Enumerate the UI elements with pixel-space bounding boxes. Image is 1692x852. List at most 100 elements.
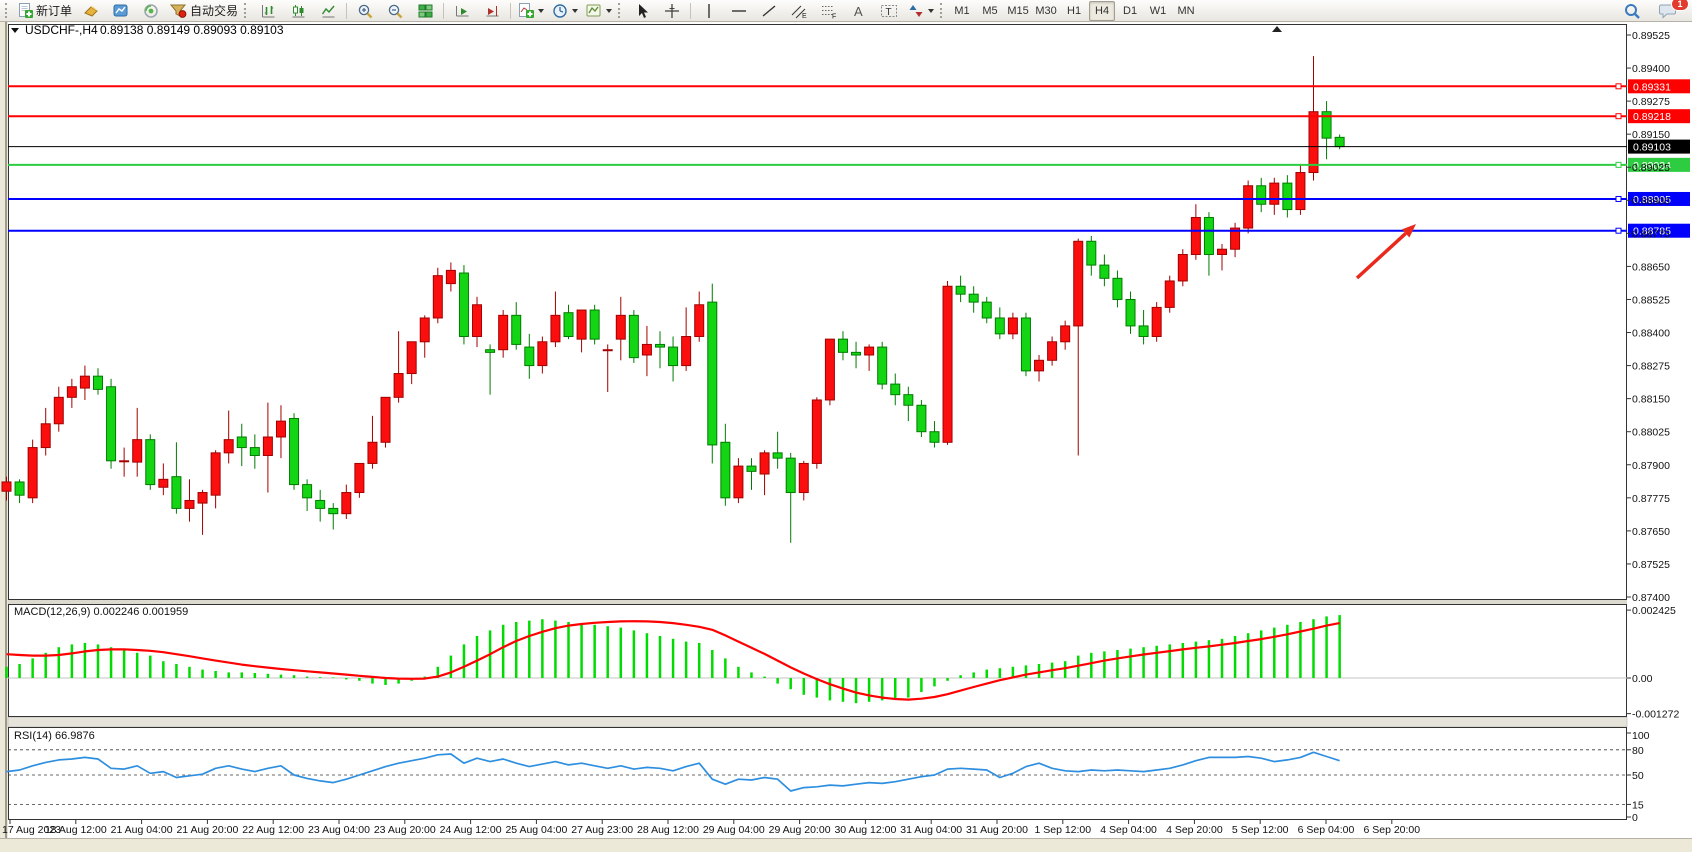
candle-body [1,481,12,492]
trendline-icon [761,3,777,19]
text-label-icon: T [880,3,898,19]
time-tick-label: 1 Sep 12:00 [1034,824,1091,836]
candle-body [393,373,404,398]
timeframe-M30[interactable]: M30 [1035,4,1057,17]
chart-shift-button[interactable] [477,0,507,22]
hline-marker[interactable] [1615,227,1622,234]
vertical-line-button[interactable] [694,0,724,22]
timeframe-M5[interactable]: M5 [982,4,998,17]
panel-separator[interactable] [8,600,1627,604]
cursor-button[interactable] [627,0,657,22]
signals-button[interactable] [136,0,166,22]
candle-body [1007,317,1018,335]
candle-body [223,439,234,454]
horizontal-line-button[interactable] [724,0,754,22]
chart-title-symbol: USDCHF-,H4 [25,23,98,37]
time-tick-label: 23 Aug 20:00 [374,824,436,836]
timeframe-MN[interactable]: MN [1177,4,1195,17]
candle-body [1112,277,1123,300]
timeframe-D1[interactable]: D1 [1123,4,1138,17]
auto-trading-button[interactable]: 自动交易 [166,0,242,22]
arrows-button[interactable] [904,0,938,22]
price-tick-label: 0.87650 [1632,526,1670,538]
new-order-button[interactable]: 新订单 [14,0,76,22]
price-tick-label: 0.89150 [1632,129,1670,141]
hline-marker[interactable] [1615,195,1622,202]
hline-price-badge-label: 0.89034 [1633,160,1671,172]
periods-button[interactable] [548,0,582,22]
trendline-button[interactable] [754,0,784,22]
text-label-button[interactable]: T [874,0,904,22]
arrows-icon [908,3,924,19]
candle-body [589,309,600,340]
candle-body [602,349,613,352]
arrow-annotation[interactable] [1355,224,1416,280]
current-price-badge-label: 0.89103 [1633,142,1671,154]
chart-menu-triangle-icon[interactable] [11,28,19,33]
price-tick-label: 0.89525 [1632,30,1670,42]
zoom-out-button[interactable] [380,0,410,22]
candle-body [66,386,77,398]
price-axis[interactable]: 0.89525 0.89400 0.89275 0.89150 0.89025 0.889… [1627,30,1670,604]
candle-body [563,312,574,337]
macd-tick-label: -0.001272 [1632,709,1679,721]
time-tick-label: 31 Aug 20:00 [966,824,1028,836]
metaeditor-button[interactable] [76,0,106,22]
text-button[interactable]: A [844,0,874,22]
candle-body [1334,136,1345,148]
toolbar-grip[interactable] [618,3,623,18]
candle-body [576,309,587,340]
hlines-layer: 0.89331 0.89218 0.89034 0.88905 0.88785 0.891… [8,79,1690,238]
equidistant-channel-button[interactable]: E [784,0,814,22]
candle-body [942,285,953,443]
bar-chart-button[interactable] [253,0,283,22]
timeframe-H1[interactable]: H1 [1067,4,1082,17]
candlestick-chart-icon [290,3,307,19]
new-order-icon [18,3,33,18]
candle-body [1177,254,1188,282]
candle-body [458,272,469,337]
candle-body [1203,216,1214,256]
toolbar-grip[interactable] [5,3,10,18]
zoom-in-button[interactable] [350,0,380,22]
price-tick-label: 0.88525 [1632,294,1670,306]
panel-separator[interactable] [7,716,1628,728]
arrow-head[interactable] [1401,224,1416,238]
candle-body [354,462,365,494]
candle-body [1020,317,1031,372]
timeframe-H4[interactable]: H4 [1089,0,1116,21]
hline-marker[interactable] [1615,113,1622,120]
chart-title-ohlc: 0.89138 0.89149 0.89093 0.89103 [100,23,284,37]
tile-windows-button[interactable] [410,0,440,22]
auto-scroll-button[interactable] [447,0,477,22]
toolbar-grip[interactable] [244,3,249,18]
chart-shift-marker-icon[interactable] [1272,26,1282,32]
crosshair-button[interactable] [657,0,687,22]
candle-body [1164,280,1175,308]
search-button[interactable] [1617,0,1647,22]
time-tick-label: 6 Sep 04:00 [1298,824,1355,836]
candle-body [1138,325,1149,337]
hline-marker[interactable] [1615,161,1622,168]
price-tick-label: 0.89275 [1632,96,1670,108]
toolbar-grip[interactable] [940,3,945,18]
market-watch-button[interactable] [106,0,136,22]
candlestick-chart-button[interactable] [283,0,313,22]
dropdown-caret-icon [928,8,935,13]
timeframe-M15[interactable]: M15 [1007,4,1029,17]
notifications-button[interactable]: 1 [1653,0,1689,22]
timeframe-M1[interactable]: M1 [954,4,970,17]
candle-body [655,343,665,348]
arrow-line[interactable] [1355,232,1407,280]
candle-body [929,431,940,443]
hline-marker[interactable] [1615,83,1622,90]
line-chart-button[interactable] [313,0,343,22]
templates-button[interactable] [582,0,616,22]
candle-body [733,465,744,499]
rsi-tick-label: 0 [1632,812,1638,824]
timeframe-W1[interactable]: W1 [1149,4,1167,17]
fibonacci-button[interactable]: F [814,0,844,22]
indicators-button[interactable] [514,0,548,22]
rsi-tick-label: 80 [1632,745,1644,757]
